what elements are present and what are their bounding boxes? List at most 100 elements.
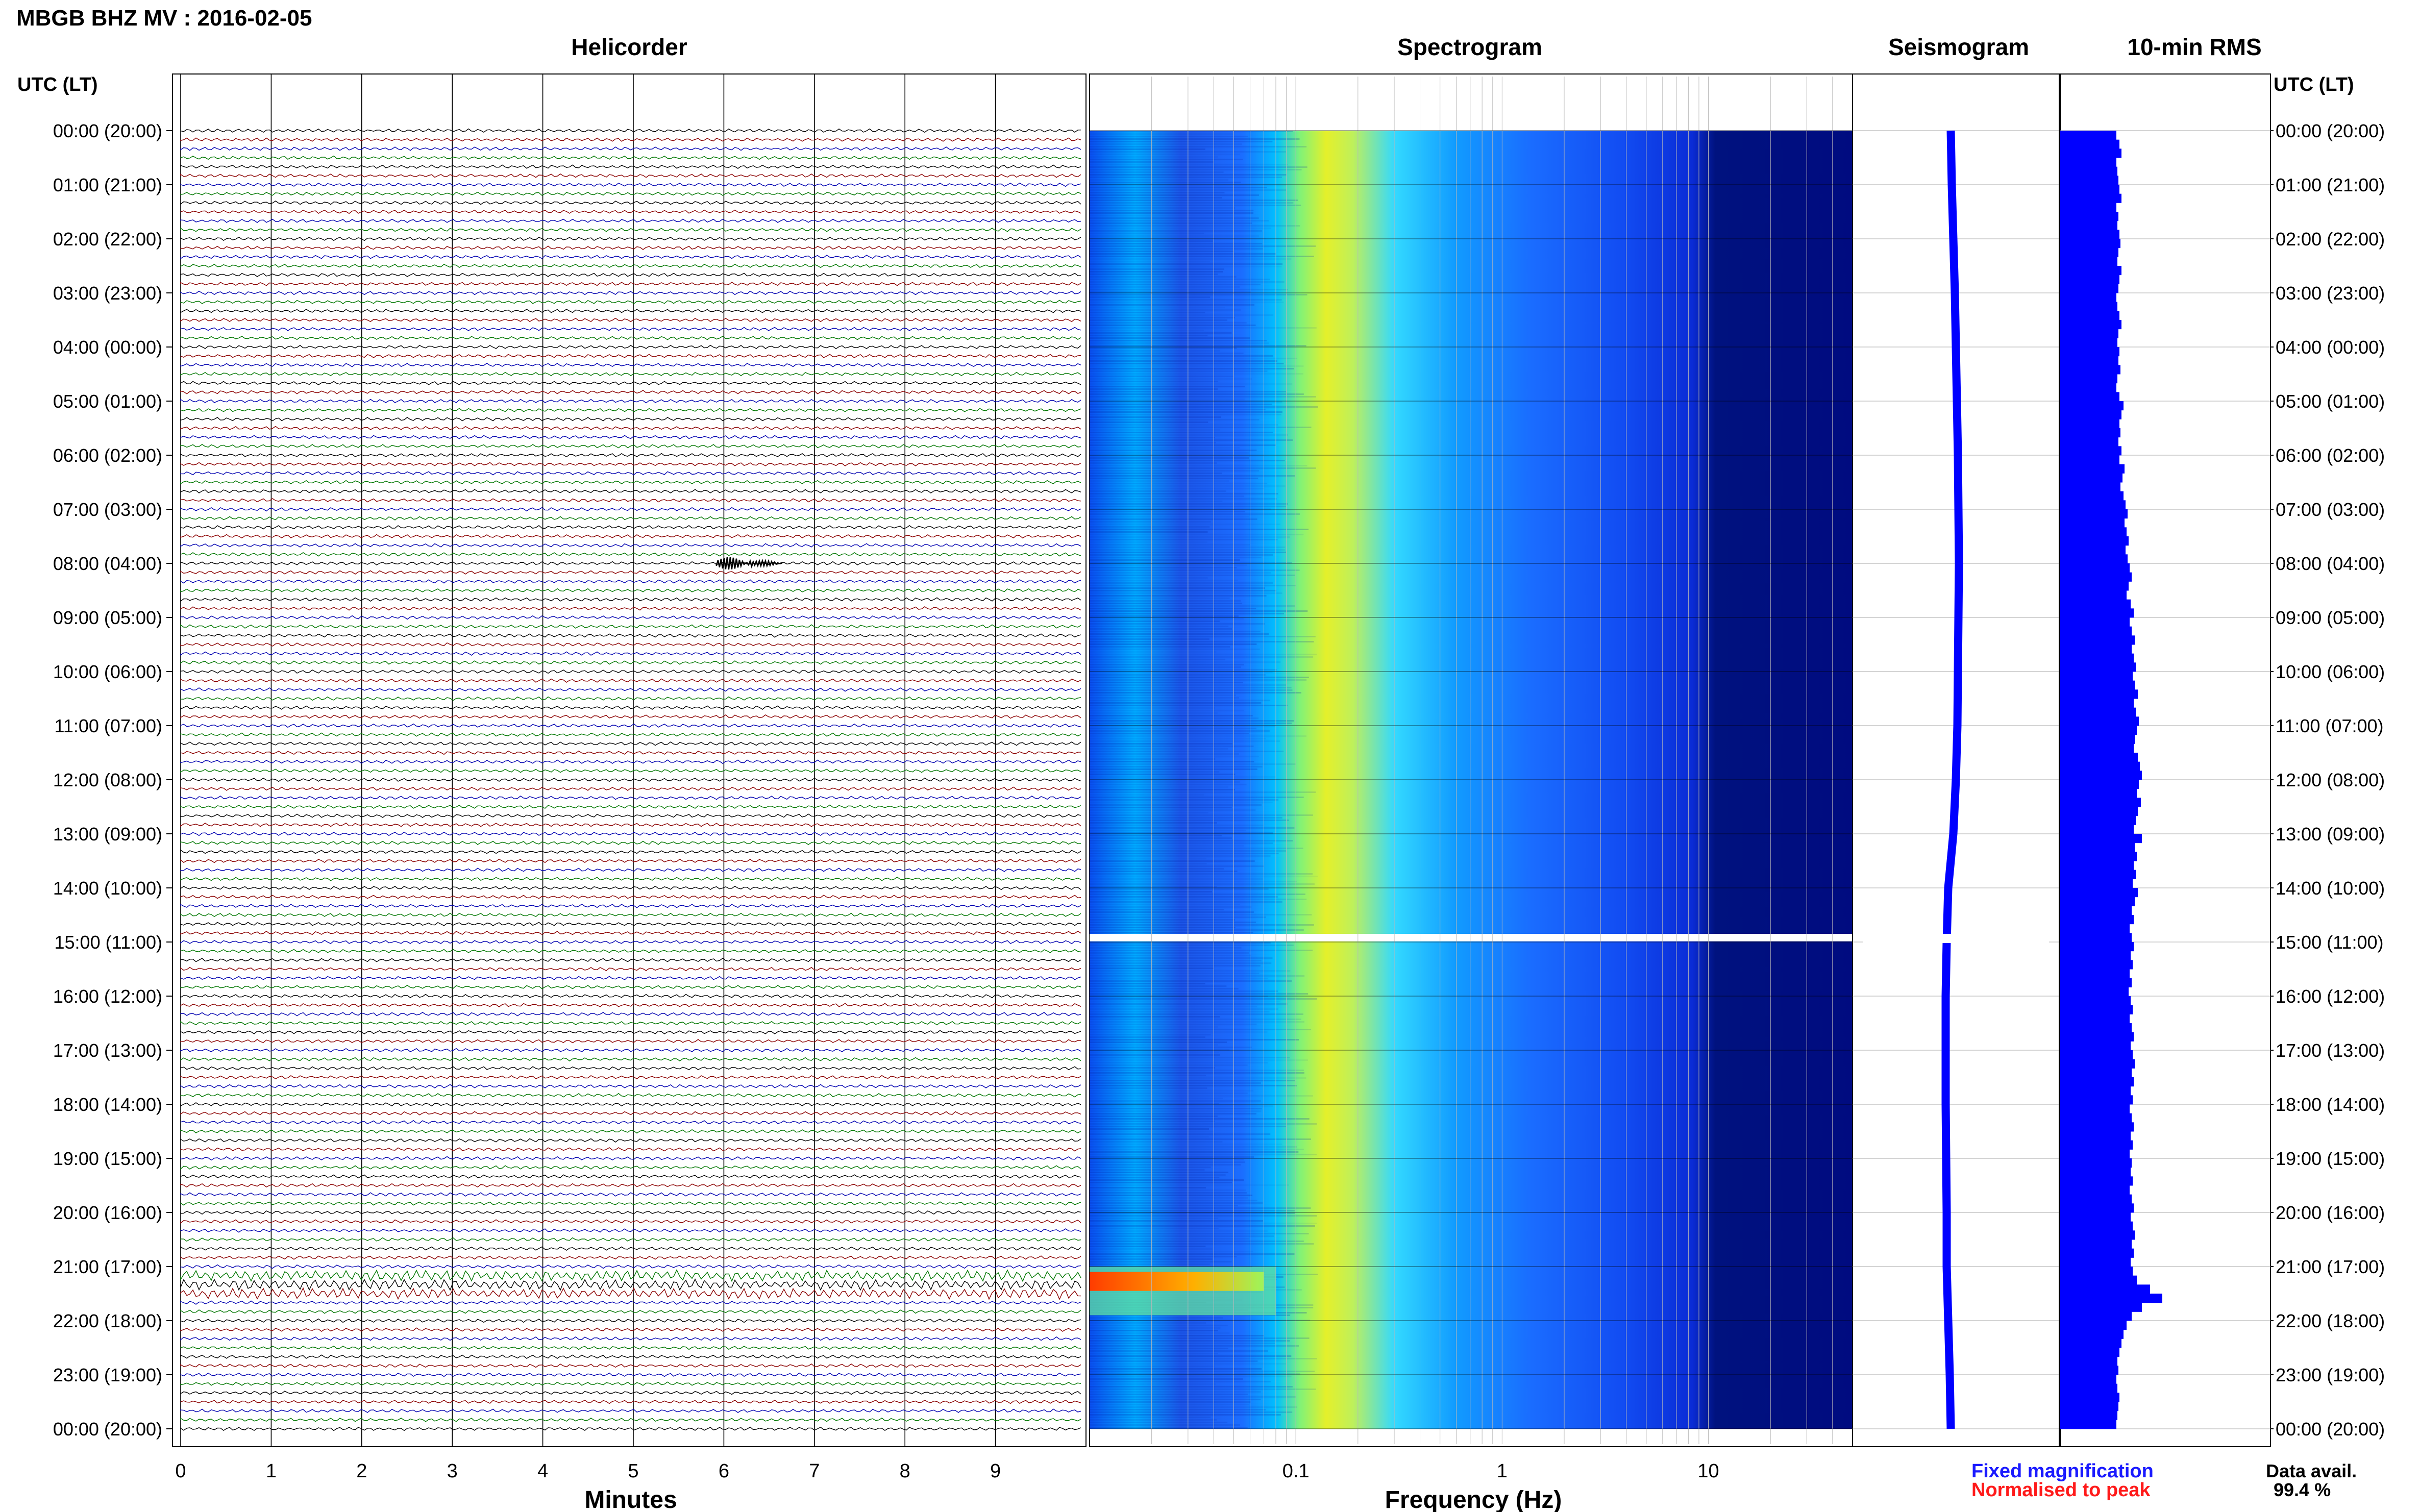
helicorder-trace bbox=[180, 1111, 1081, 1116]
spectrogram-stripe bbox=[1090, 797, 1304, 798]
rms-bar bbox=[2060, 870, 2136, 879]
spectrogram-stripe bbox=[1090, 909, 1224, 910]
spectrogram-stripe bbox=[1090, 143, 1242, 145]
spectrogram-stripe bbox=[1090, 1422, 1228, 1423]
spectrogram-stripe bbox=[1090, 200, 1298, 201]
time-tick-label-right: 08:00 (04:00) bbox=[2276, 553, 2385, 574]
spectrogram-stripe bbox=[1090, 1138, 1312, 1140]
rms-bar bbox=[2060, 1203, 2134, 1213]
spectrogram-stripe bbox=[1090, 812, 1208, 813]
spectrogram-stripe bbox=[1090, 988, 1239, 989]
rms-bar bbox=[2060, 1267, 2133, 1276]
spectrogram-stripe bbox=[1090, 248, 1263, 250]
spectrogram-stripe bbox=[1090, 610, 1308, 612]
rms-bar bbox=[2060, 212, 2118, 221]
spectrogram-stripe bbox=[1090, 1394, 1248, 1395]
spectrogram-stripe bbox=[1090, 740, 1280, 742]
rms-bar bbox=[2060, 257, 2117, 266]
spectrogram-stripe bbox=[1090, 1223, 1317, 1224]
helicorder-trace bbox=[180, 1093, 1081, 1098]
rms-bar bbox=[2060, 563, 2130, 573]
helicorder-trace bbox=[180, 912, 1081, 918]
rms-title: 10-min RMS bbox=[2127, 34, 2261, 60]
spectrogram-stripe bbox=[1090, 457, 1249, 459]
time-tick-label-left: 23:00 (19:00) bbox=[53, 1365, 162, 1385]
spectrogram-stripe bbox=[1090, 1062, 1268, 1063]
helicorder-trace bbox=[180, 381, 1081, 385]
rms-bar bbox=[2060, 1194, 2132, 1204]
spectrogram-stripe bbox=[1090, 136, 1248, 137]
spectrogram-stripe bbox=[1090, 876, 1318, 877]
spectrogram-stripe bbox=[1090, 1019, 1301, 1020]
minute-tick-label: 4 bbox=[537, 1460, 548, 1482]
spectrogram-stripe bbox=[1090, 1177, 1220, 1178]
spectrogram-stripe bbox=[1090, 192, 1225, 193]
helicorder-trace bbox=[180, 1012, 1081, 1017]
helicorder-trace bbox=[180, 543, 1081, 548]
spectrogram-stripe bbox=[1090, 1210, 1295, 1211]
spectrogram-stripe bbox=[1090, 1424, 1240, 1426]
time-tick-label-left: 13:00 (09:00) bbox=[53, 824, 162, 845]
spectrogram-stripe bbox=[1090, 547, 1286, 548]
helicorder-trace bbox=[180, 750, 1081, 755]
helicorder-trace bbox=[180, 272, 1081, 277]
helicorder-trace bbox=[180, 931, 1081, 935]
spectrogram-high-power bbox=[1090, 1272, 1264, 1291]
spectrogram-stripe bbox=[1090, 360, 1277, 362]
time-tick-label-left: 00:00 (20:00) bbox=[53, 120, 162, 141]
rms-bar bbox=[2060, 653, 2134, 663]
spectrogram-stripe bbox=[1090, 348, 1237, 349]
helicorder-trace bbox=[180, 1210, 1081, 1215]
rms-bar bbox=[2060, 329, 2118, 338]
spectrogram-stripe bbox=[1090, 580, 1238, 581]
helicorder-trace bbox=[180, 453, 1081, 458]
spectrogram-stripe bbox=[1090, 473, 1222, 474]
frequency-tick-label: 1 bbox=[1497, 1460, 1508, 1482]
rms-bar bbox=[2060, 933, 2132, 943]
rms-bar bbox=[2060, 645, 2132, 654]
spectrogram-stripe bbox=[1090, 906, 1252, 908]
spectrogram-stripe bbox=[1090, 677, 1309, 678]
rms-bar bbox=[2060, 554, 2128, 564]
spectrogram-stripe bbox=[1090, 1340, 1290, 1342]
spectrogram-stripe bbox=[1090, 1059, 1308, 1061]
spectrogram-data-gap bbox=[1090, 934, 1853, 941]
rms-bar bbox=[2060, 951, 2131, 960]
spectrogram-stripe bbox=[1090, 980, 1292, 982]
helicorder-trace bbox=[180, 1327, 1081, 1332]
time-tick-label-right: 01:00 (21:00) bbox=[2276, 175, 2385, 195]
helicorder-trace bbox=[180, 164, 1081, 169]
spectrogram-stripe bbox=[1090, 628, 1232, 630]
spectrogram-stripe bbox=[1090, 1325, 1228, 1326]
helicorder-trace bbox=[180, 1287, 1081, 1300]
spectrogram-stripe bbox=[1090, 564, 1247, 566]
spectrogram-stripe bbox=[1090, 842, 1273, 844]
spectrogram-stripe bbox=[1090, 1187, 1206, 1188]
helicorder-trace bbox=[180, 840, 1081, 845]
spectrogram-stripe bbox=[1090, 1189, 1246, 1191]
spectrogram-stripe bbox=[1090, 666, 1241, 668]
spectrogram-stripe bbox=[1090, 294, 1307, 295]
utc-label-left: UTC (LT) bbox=[17, 74, 98, 95]
minute-tick-label: 5 bbox=[628, 1460, 638, 1482]
spectrogram-stripe bbox=[1090, 393, 1304, 395]
rms-bar bbox=[2060, 410, 2121, 419]
rms-bar bbox=[2060, 879, 2133, 888]
helicorder-trace bbox=[180, 344, 1081, 350]
helicorder-trace bbox=[180, 435, 1081, 439]
rms-bar bbox=[2060, 825, 2134, 834]
time-tick-label-left: 22:00 (18:00) bbox=[53, 1310, 162, 1331]
rms-bar bbox=[2060, 437, 2118, 447]
spectrogram-stripe bbox=[1090, 131, 1293, 132]
spectrogram-stripe bbox=[1090, 1404, 1250, 1405]
spectrogram-stripe bbox=[1090, 1034, 1211, 1035]
spectrogram-stripe bbox=[1090, 1013, 1303, 1015]
rms-bar bbox=[2060, 419, 2119, 429]
spectrogram-stripe bbox=[1090, 215, 1235, 216]
spectrogram-stripe bbox=[1090, 899, 1307, 900]
time-tick-label-right: 22:00 (18:00) bbox=[2276, 1310, 2385, 1331]
rms-bar bbox=[2060, 545, 2126, 555]
spectrogram-stripe bbox=[1090, 1047, 1252, 1048]
spectrogram-stripe bbox=[1090, 618, 1244, 619]
spectrogram-stripe bbox=[1090, 447, 1240, 449]
